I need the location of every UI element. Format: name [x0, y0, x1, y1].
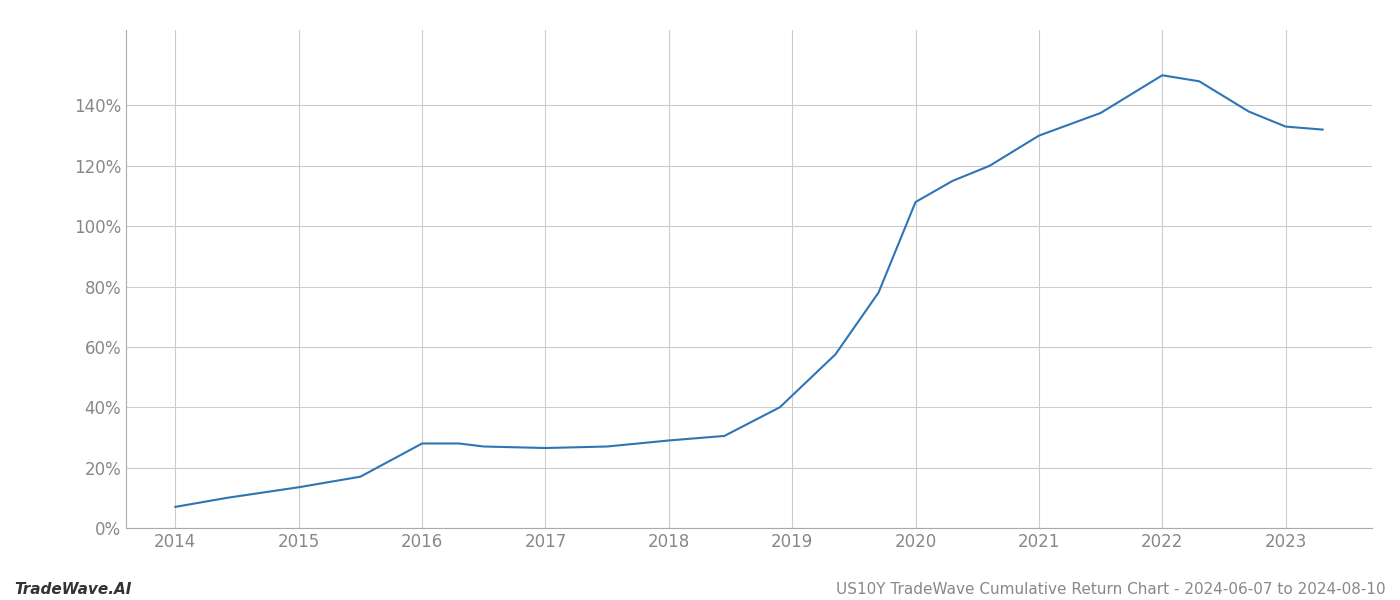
Text: TradeWave.AI: TradeWave.AI — [14, 582, 132, 597]
Text: US10Y TradeWave Cumulative Return Chart - 2024-06-07 to 2024-08-10: US10Y TradeWave Cumulative Return Chart … — [836, 582, 1386, 597]
